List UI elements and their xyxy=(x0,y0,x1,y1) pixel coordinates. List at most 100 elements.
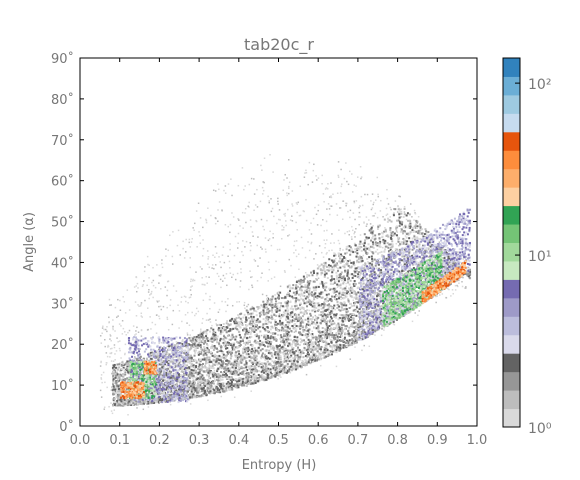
density-cell xyxy=(289,259,291,261)
density-cell xyxy=(359,212,361,214)
density-cell xyxy=(122,296,124,298)
density-cell xyxy=(339,267,341,269)
density-cell xyxy=(136,327,138,329)
density-cell xyxy=(435,302,437,304)
density-cell xyxy=(345,205,347,207)
density-cell xyxy=(404,208,406,210)
density-cell xyxy=(142,284,144,286)
density-cell xyxy=(249,242,251,244)
density-cell xyxy=(296,328,298,330)
density-cell xyxy=(224,262,226,264)
density-cell xyxy=(146,285,148,287)
density-cell xyxy=(326,187,328,189)
density-cell xyxy=(208,256,210,258)
density-cell xyxy=(219,201,221,203)
density-cell xyxy=(335,317,337,319)
density-cell xyxy=(220,267,222,269)
density-cell xyxy=(140,356,142,358)
density-cell xyxy=(188,242,190,244)
density-cell xyxy=(135,301,137,303)
density-cell xyxy=(117,379,119,381)
density-cell xyxy=(225,311,227,313)
density-cell xyxy=(390,207,392,209)
density-cell xyxy=(414,312,416,314)
density-cell xyxy=(187,312,189,314)
density-cell xyxy=(313,258,315,260)
density-cell xyxy=(122,333,124,335)
density-cell xyxy=(219,261,221,263)
density-cell xyxy=(346,286,348,288)
density-cell xyxy=(330,269,332,271)
density-cell xyxy=(288,321,290,323)
density-cell xyxy=(134,286,136,288)
density-cell xyxy=(351,226,353,228)
density-cell xyxy=(359,206,361,208)
density-cell xyxy=(413,219,415,221)
density-cell xyxy=(349,171,351,173)
density-cell xyxy=(279,313,281,315)
density-cell xyxy=(274,276,276,278)
density-cell xyxy=(215,319,217,321)
density-cell xyxy=(310,351,312,353)
density-cell xyxy=(211,267,213,269)
density-cell xyxy=(457,251,459,253)
density-cell xyxy=(110,340,112,342)
density-cell xyxy=(230,272,232,274)
density-cell xyxy=(206,329,208,331)
density-cell xyxy=(397,211,399,213)
density-cell xyxy=(112,326,114,328)
density-cell xyxy=(202,255,204,257)
density-cell xyxy=(242,350,244,352)
density-cell xyxy=(445,297,447,299)
density-cell xyxy=(389,219,391,221)
density-cell xyxy=(335,272,337,274)
density-cell xyxy=(353,261,355,263)
density-cell xyxy=(309,324,311,326)
density-cell xyxy=(137,287,139,289)
density-cell xyxy=(260,247,262,249)
density-cell xyxy=(214,380,216,382)
density-cell xyxy=(333,314,335,316)
density-cell xyxy=(267,196,269,198)
density-cell xyxy=(357,176,359,178)
density-cell xyxy=(206,282,208,284)
density-cell xyxy=(260,304,262,306)
density-cell xyxy=(256,245,258,247)
density-cell xyxy=(209,308,211,310)
density-cell xyxy=(225,224,227,226)
density-cell xyxy=(354,280,356,282)
density-cell xyxy=(313,170,315,172)
density-cell xyxy=(217,209,219,211)
density-cell xyxy=(336,301,338,303)
density-cell xyxy=(324,230,326,232)
density-cell xyxy=(286,192,288,194)
density-cell xyxy=(148,298,150,300)
density-cell xyxy=(347,330,349,332)
density-cell xyxy=(223,275,225,277)
density-cell xyxy=(190,334,192,336)
density-cell xyxy=(281,297,283,299)
density-cell xyxy=(280,376,282,378)
density-cell xyxy=(302,247,304,249)
density-cell xyxy=(389,229,391,231)
density-cell xyxy=(109,304,111,306)
density-cell xyxy=(354,346,356,348)
density-cell xyxy=(290,219,292,221)
density-cell xyxy=(315,175,317,177)
density-cell xyxy=(209,356,211,358)
density-cell xyxy=(406,219,408,221)
density-cell xyxy=(205,219,207,221)
density-cell xyxy=(147,307,149,309)
density-cell xyxy=(167,346,169,348)
density-cell xyxy=(189,297,191,299)
density-cell xyxy=(347,231,349,233)
density-cell xyxy=(251,178,253,180)
density-cell xyxy=(424,233,426,235)
density-cell xyxy=(182,339,184,341)
density-cell xyxy=(339,250,341,252)
density-cell xyxy=(106,331,108,333)
density-cell xyxy=(251,276,253,278)
density-cell xyxy=(313,272,315,274)
density-cell xyxy=(318,177,320,179)
density-cell xyxy=(120,310,122,312)
